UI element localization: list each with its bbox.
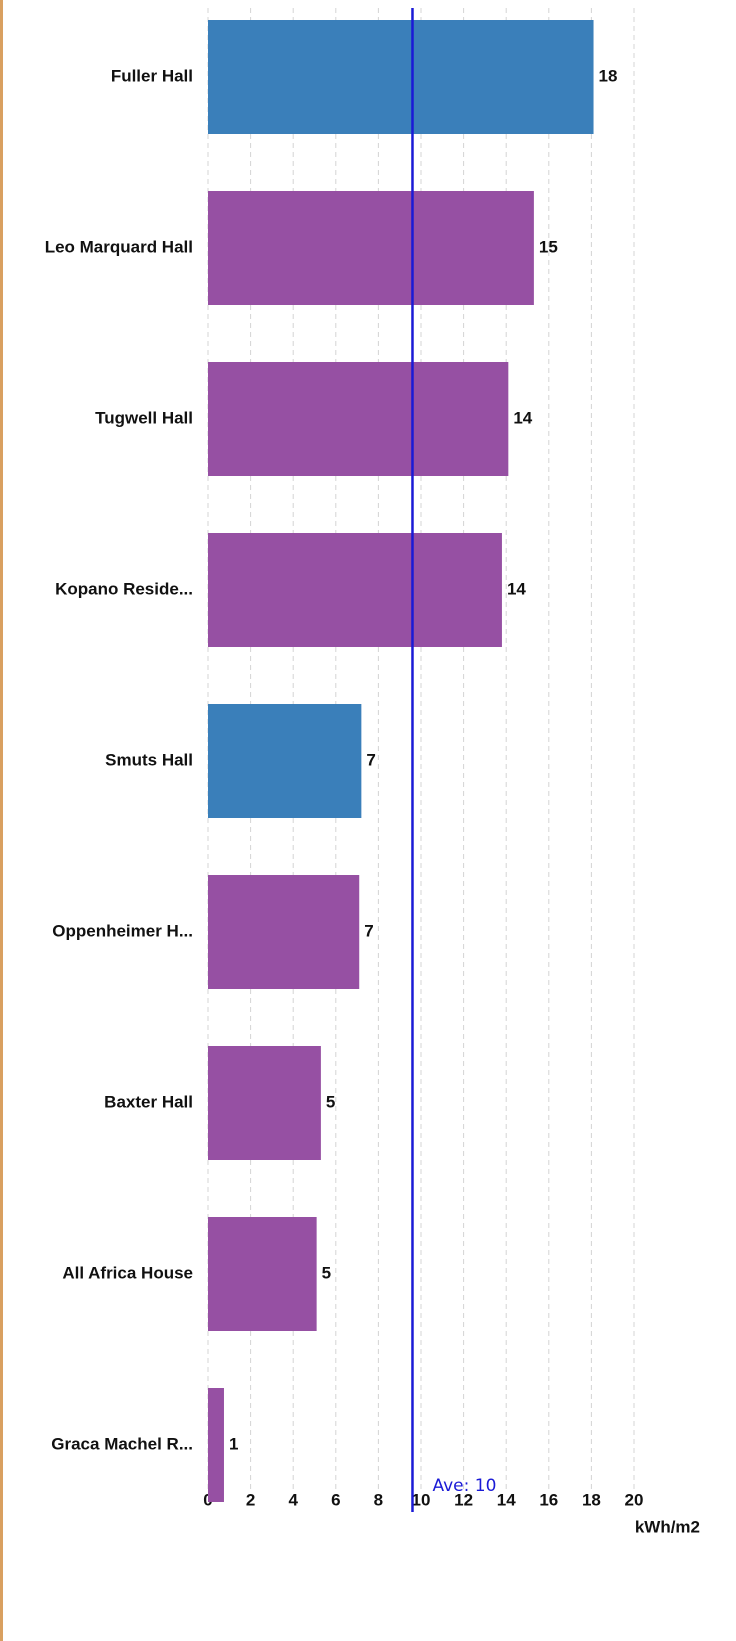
bar	[208, 1388, 224, 1502]
category-label: Leo Marquard Hall	[45, 237, 193, 256]
category-label: Graca Machel R...	[51, 1434, 193, 1453]
x-tick-label: 6	[331, 1490, 340, 1509]
value-label: 7	[364, 921, 373, 940]
bar	[208, 1046, 321, 1160]
x-tick-label: 8	[374, 1490, 383, 1509]
bar	[208, 191, 534, 305]
bar	[208, 533, 502, 647]
x-tick-label: 12	[454, 1490, 473, 1509]
category-label: Oppenheimer H...	[52, 921, 193, 940]
x-tick-label: 18	[582, 1490, 601, 1509]
value-label: 18	[599, 66, 618, 85]
category-label: Baxter Hall	[104, 1092, 193, 1111]
x-tick-label: 16	[539, 1490, 558, 1509]
x-tick-label: 14	[497, 1490, 516, 1509]
category-label: Kopano Reside...	[55, 579, 193, 598]
bar	[208, 1217, 317, 1331]
bar	[208, 875, 360, 989]
x-tick-label: 4	[288, 1490, 298, 1509]
bar	[208, 20, 594, 134]
value-label: 1	[229, 1434, 238, 1453]
x-tick-label: 2	[246, 1490, 255, 1509]
x-axis-label: kWh/m2	[635, 1517, 700, 1536]
x-tick-label: 10	[412, 1490, 431, 1509]
left-border	[0, 0, 3, 1641]
category-label: Fuller Hall	[111, 66, 193, 85]
category-label: All Africa House	[62, 1263, 193, 1282]
value-label: 14	[513, 408, 532, 427]
average-label: Ave: 10	[432, 1476, 496, 1496]
value-label: 14	[507, 579, 526, 598]
value-label: 15	[539, 237, 558, 256]
category-label: Smuts Hall	[105, 750, 193, 769]
x-tick-label: 20	[625, 1490, 644, 1509]
bar	[208, 362, 509, 476]
bar	[208, 704, 362, 818]
value-label: 7	[366, 750, 375, 769]
category-label: Tugwell Hall	[95, 408, 193, 427]
value-label: 5	[326, 1092, 335, 1111]
value-label: 5	[322, 1263, 331, 1282]
